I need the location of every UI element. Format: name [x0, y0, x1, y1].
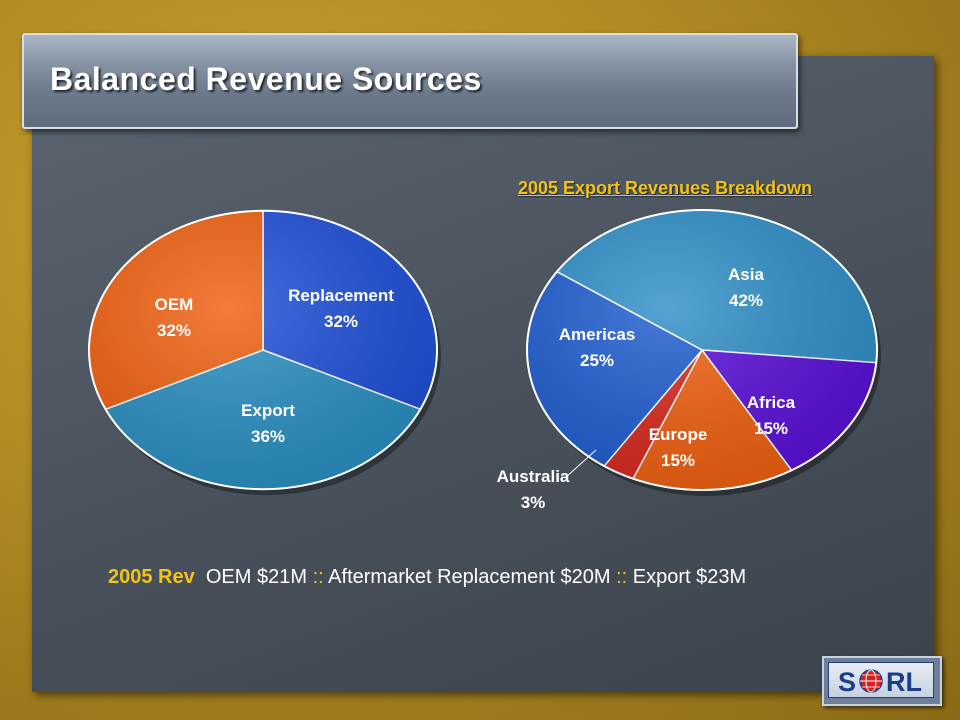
- revenue-separator: ::: [312, 566, 324, 588]
- revenue-pie-chart: Replacement 32% Export 36% OEM 32%: [88, 209, 441, 496]
- pie-rim: [526, 209, 878, 491]
- slice-value-europe: 15%: [661, 451, 695, 470]
- globe-icon: S RL: [838, 667, 922, 697]
- slide-title: Balanced Revenue Sources: [50, 61, 482, 97]
- export-chart-title: 2005 Export Revenues Breakdown: [518, 178, 813, 198]
- slice-value-export: 36%: [251, 427, 285, 446]
- slice-value-oem: 32%: [157, 321, 191, 340]
- svg-text:S: S: [838, 667, 856, 697]
- leader-line-australia: [564, 449, 597, 479]
- revenue-oem: OEM $21M: [205, 566, 308, 588]
- export-pie-chart: Asia 42% Africa 15% Europe 15% Australia 3% Amer…: [497, 209, 881, 512]
- slice-label-replacement: Replacement: [288, 286, 394, 305]
- slice-label-asia: Asia: [728, 265, 764, 284]
- revenue-prefix: 2005 Rev: [108, 566, 195, 588]
- company-logo: S RL: [822, 656, 942, 706]
- revenue-separator: ::: [616, 566, 628, 588]
- revenue-summary: 2005 Rev OEM $21M :: Aftermarket Replace…: [108, 566, 746, 589]
- slice-label-africa: Africa: [747, 393, 796, 412]
- slice-label-australia: Australia: [497, 467, 570, 486]
- slice-value-americas: 25%: [580, 351, 614, 370]
- revenue-export: Export $23M: [632, 566, 747, 588]
- slice-label-oem: OEM: [155, 295, 194, 314]
- slice-value-australia: 3%: [521, 493, 546, 512]
- slice-value-asia: 42%: [729, 291, 763, 310]
- title-bar: Balanced Revenue Sources: [22, 33, 798, 129]
- slice-label-americas: Americas: [559, 325, 636, 344]
- slice-value-replacement: 32%: [324, 312, 358, 331]
- slice-label-export: Export: [241, 401, 295, 420]
- pie-rim: [88, 209, 438, 491]
- svg-text:RL: RL: [886, 667, 922, 697]
- slice-label-europe: Europe: [649, 425, 708, 444]
- slice-value-africa: 15%: [754, 419, 788, 438]
- revenue-replacement: Aftermarket Replacement $20M: [328, 566, 611, 588]
